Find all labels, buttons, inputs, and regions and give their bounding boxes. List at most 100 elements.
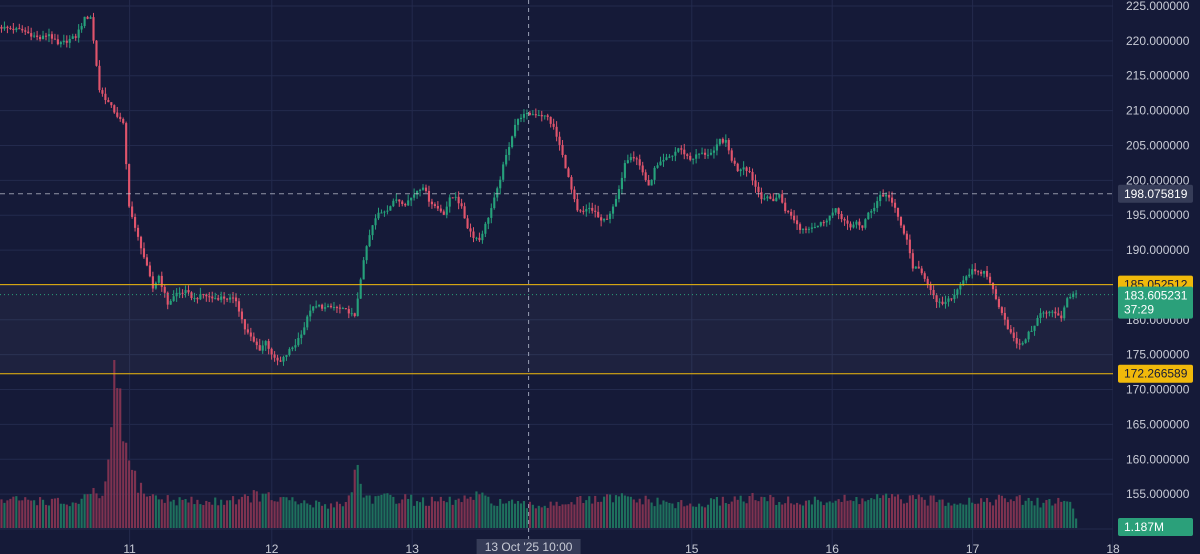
volume-bar <box>721 496 724 528</box>
volume-bar <box>226 500 229 528</box>
y-tick-label: 155.000000 <box>1126 487 1190 501</box>
candle-body <box>1054 311 1057 314</box>
volume-bar <box>926 505 929 528</box>
candle-body <box>600 217 603 221</box>
volume-bar <box>309 504 312 528</box>
volume-bar <box>974 503 977 528</box>
volume-bar <box>505 503 508 528</box>
volume-bar <box>255 491 258 528</box>
candle-body <box>733 160 736 164</box>
horizontal-levels[interactable] <box>0 193 1113 375</box>
x-tick-label: 18 <box>1106 542 1120 554</box>
candle-body <box>567 168 570 178</box>
volume-bar <box>329 503 333 528</box>
volume-bar <box>136 492 140 528</box>
volume-bar <box>828 501 831 528</box>
volume-bar <box>416 501 419 528</box>
candle-body <box>790 211 793 216</box>
volume-bar <box>790 503 793 528</box>
candle-body <box>300 334 303 339</box>
volume-bar <box>935 502 938 528</box>
candle-body <box>312 306 315 311</box>
volume-bar <box>795 502 799 528</box>
volume-bar <box>620 493 623 528</box>
candle-body <box>1021 342 1024 345</box>
volume-bar <box>508 501 511 528</box>
volume-bar <box>41 499 45 528</box>
volume-bar <box>1012 501 1015 528</box>
volume-bar <box>885 493 888 528</box>
volume-bar <box>178 497 181 528</box>
candle-body <box>953 294 956 300</box>
candle-body <box>386 210 389 212</box>
volume-bar <box>484 495 487 528</box>
candle-body <box>223 296 226 299</box>
x-axis[interactable]: 11 12 13 15 16 17 18 13 Oct '25 10:00 <box>123 539 1120 554</box>
volume-bar <box>516 501 520 528</box>
volume-bar <box>751 492 754 528</box>
volume-bar <box>1054 503 1057 528</box>
candle-body <box>163 286 166 293</box>
volume-text: 1.187M <box>1124 520 1164 534</box>
volume-bar <box>303 500 306 528</box>
volume-bar <box>748 496 751 528</box>
volume-bar <box>294 501 297 528</box>
candle-body <box>12 28 15 31</box>
volume-bar <box>570 502 573 528</box>
volume-bar <box>980 498 983 528</box>
volume-bar <box>864 501 867 528</box>
volume-bar <box>834 500 837 528</box>
candle-body <box>525 112 528 115</box>
candle-body <box>80 26 83 30</box>
volume-bar <box>890 494 894 528</box>
volume-bar <box>279 497 282 528</box>
candle-body <box>1057 313 1060 316</box>
candle-body <box>712 150 716 153</box>
candle-body <box>220 296 223 300</box>
candle-body <box>772 198 775 202</box>
volume-bar <box>706 504 710 528</box>
candle-body <box>698 153 701 155</box>
candle-body <box>478 237 481 241</box>
volume-bar <box>1045 500 1048 528</box>
candle-body <box>493 197 496 209</box>
candle-body <box>481 233 484 241</box>
candle-body <box>1033 325 1036 331</box>
volume-bar <box>689 503 692 528</box>
candle-body <box>671 155 674 157</box>
volume-bar <box>822 505 825 528</box>
x-tick-label: 16 <box>826 542 840 554</box>
volume-bar <box>83 494 86 528</box>
candle-body <box>341 308 344 310</box>
volume-bar <box>870 498 873 528</box>
volume-bar <box>1057 497 1060 528</box>
volume-bar <box>606 494 609 528</box>
volume-bar <box>148 495 151 528</box>
volume-bar <box>920 497 923 528</box>
candle-body <box>573 189 576 200</box>
volume-bar <box>626 496 629 528</box>
volume-bar <box>754 500 757 528</box>
candle-body <box>332 307 336 309</box>
volume-bar <box>30 500 33 528</box>
volume-bar <box>709 498 713 528</box>
volume-bar <box>641 504 644 528</box>
volume-bar <box>122 441 125 528</box>
volume-bar <box>234 504 238 528</box>
candle-body <box>825 220 828 223</box>
volume-bar <box>413 505 416 528</box>
candle-body <box>582 210 585 212</box>
candle-body <box>356 298 359 317</box>
volume-bar <box>594 495 597 528</box>
candle-body <box>715 144 718 151</box>
volume-bar <box>445 502 448 528</box>
candle-body <box>816 225 819 228</box>
candle-body <box>956 289 959 295</box>
candle-body <box>98 65 101 91</box>
volume-bar <box>1075 518 1078 528</box>
candle-body <box>359 279 362 299</box>
volume-bar <box>1000 495 1003 528</box>
candle-body <box>169 300 172 305</box>
volume-bar <box>199 504 202 528</box>
